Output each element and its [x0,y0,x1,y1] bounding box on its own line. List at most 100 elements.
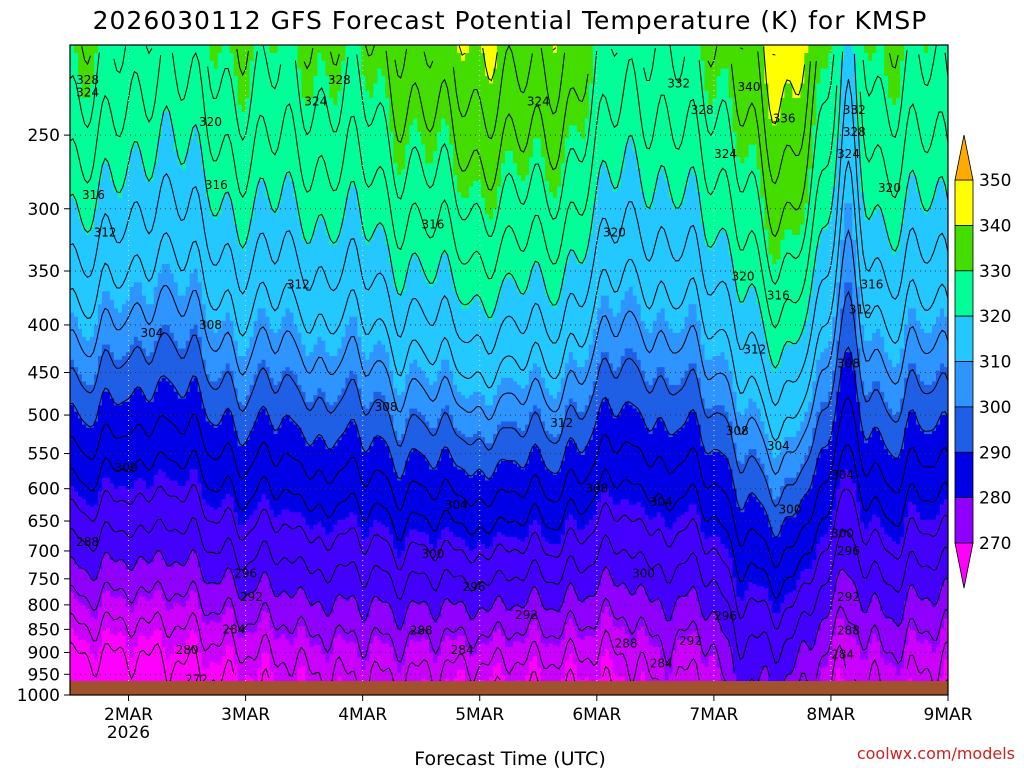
colorbar: 350 340 330 320 310 300 290 280 270 [954,134,1011,589]
y-tick-label: 600 [28,480,60,500]
y-tick-label: 800 [28,596,60,616]
y-tick-label: 750 [28,570,60,590]
contour-332 [236,48,249,77]
contour-272 [403,658,434,695]
contour-272 [368,660,396,689]
contour-272 [330,656,358,692]
colorbar-swatch [954,224,974,272]
contour-label: 312 [550,416,573,430]
contour-label: 300 [632,566,655,580]
contour-label: 300 [831,526,854,540]
x-tick-label: 8MAR [806,705,855,725]
y-tick-label: 700 [28,542,60,562]
contour-label: 304 [140,326,163,340]
contour-label: 288 [76,535,99,549]
contour-316 [70,79,948,407]
grid-lines [70,45,948,695]
contour-336 [452,45,533,140]
contour-276 [798,672,808,685]
contour-268 [602,665,612,683]
contour-292 [70,444,948,600]
y-tick-label: 300 [28,200,60,220]
contour-label: 284 [451,643,474,657]
contour-340 [458,45,466,56]
contour-label: 308 [199,318,222,332]
x-tick-label: 9MAR [924,705,973,725]
contour-320 [70,51,844,369]
contour-344 [772,53,776,56]
contour-304 [70,290,948,508]
contour-272 [868,658,882,685]
colorbar-label: 340 [979,216,1011,236]
contour-328 [643,47,656,82]
contour-label: 304 [831,468,854,482]
contour-332 [730,61,817,238]
colorbar-swatch [954,270,974,317]
contour-332 [889,53,899,69]
contour-label: 288 [410,623,433,637]
contour-label: 328 [691,103,714,117]
contour-328 [294,56,349,136]
contour-340 [552,47,557,51]
colorbar-swatch [954,497,974,544]
contour-label: 312 [94,225,117,239]
contour-336 [394,48,408,79]
y-tick-label: 1000 [17,686,60,706]
x-tick-label: 3MAR [221,705,270,725]
contour-324 [859,91,948,199]
credit-text: coolwx.com/models [857,744,1015,763]
contour-label: 308 [585,482,608,496]
contour-328 [698,54,835,286]
contour-336 [739,47,744,50]
contour-272 [906,641,948,690]
contour-label: 304 [767,439,790,453]
contour-label: 324 [837,147,860,161]
contour-308 [70,228,948,476]
contour-288 [70,483,948,631]
contour-324 [171,52,838,329]
colorbar-swatch [954,406,974,453]
contour-label: 304 [650,495,673,509]
contour-label: 328 [328,73,351,87]
contour-268 [70,641,203,689]
contour-label: 328 [76,73,99,87]
contour-272 [70,610,323,681]
contour-label: 300 [421,547,444,561]
contour-label: 284 [650,657,673,671]
contour-label: 296 [234,566,257,580]
contour-label: 320 [878,181,901,195]
y-tick-label: 500 [28,406,60,426]
colorbar-swatch [954,179,974,226]
contour-272 [438,629,659,688]
plot-frame [69,44,949,696]
colorbar-label: 290 [979,443,1011,463]
contour-328 [862,50,908,139]
contour-268 [259,667,270,689]
contour-324 [70,55,162,184]
contour-328 [610,48,618,58]
colorbar-label: 300 [979,398,1011,418]
contour-328 [918,45,937,87]
contour-lines [70,45,948,695]
contour-label: 280 [176,643,199,657]
contour-label: 284 [222,622,245,636]
contour-label: 324 [76,86,99,100]
x-tick-label: 2MAR [104,705,153,725]
colorbar-label: 330 [979,262,1011,282]
contour-328 [356,49,598,237]
y-tick-label: 650 [28,512,60,532]
ground-surface [70,681,948,695]
contour-label: 296 [462,580,485,594]
contour-label: 300 [779,503,802,517]
contour-label: 292 [240,590,263,604]
contour-336 [757,51,811,185]
contour-332 [303,48,314,70]
contour-label: 292 [679,634,702,648]
contour-332 [385,50,589,191]
contour-332 [707,46,718,69]
y-tick-label: 850 [28,620,60,640]
